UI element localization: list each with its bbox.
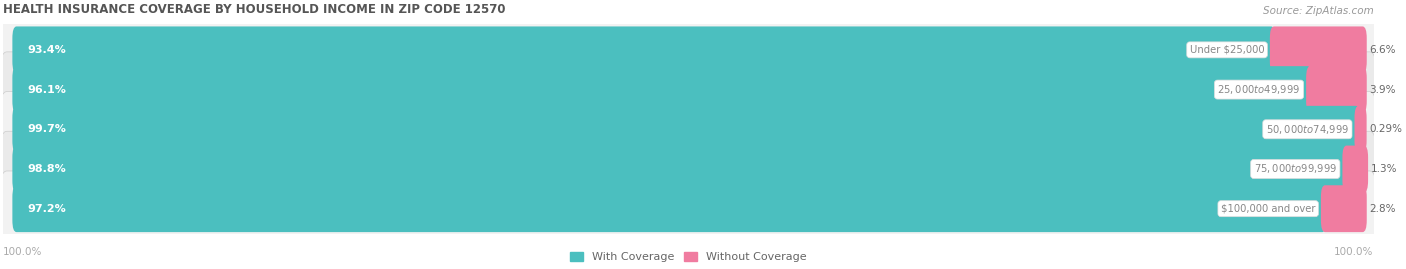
- Text: 0.29%: 0.29%: [1369, 124, 1402, 134]
- FancyBboxPatch shape: [1306, 66, 1367, 113]
- Text: Source: ZipAtlas.com: Source: ZipAtlas.com: [1263, 6, 1374, 16]
- Text: 99.7%: 99.7%: [28, 124, 66, 134]
- FancyBboxPatch shape: [1270, 26, 1367, 73]
- Text: $25,000 to $49,999: $25,000 to $49,999: [1218, 83, 1301, 96]
- Text: 98.8%: 98.8%: [28, 164, 66, 174]
- Text: 6.6%: 6.6%: [1369, 45, 1396, 55]
- Text: HEALTH INSURANCE COVERAGE BY HOUSEHOLD INCOME IN ZIP CODE 12570: HEALTH INSURANCE COVERAGE BY HOUSEHOLD I…: [3, 3, 505, 16]
- Text: Under $25,000: Under $25,000: [1189, 45, 1264, 55]
- FancyBboxPatch shape: [0, 52, 1376, 127]
- Text: 100.0%: 100.0%: [1334, 247, 1374, 257]
- FancyBboxPatch shape: [13, 66, 1312, 113]
- FancyBboxPatch shape: [1343, 146, 1368, 192]
- Text: 3.9%: 3.9%: [1369, 84, 1396, 95]
- Text: $100,000 and over: $100,000 and over: [1220, 204, 1316, 214]
- FancyBboxPatch shape: [0, 131, 1376, 207]
- FancyBboxPatch shape: [13, 146, 1348, 192]
- Text: 97.2%: 97.2%: [28, 204, 66, 214]
- FancyBboxPatch shape: [13, 106, 1360, 153]
- Text: $75,000 to $99,999: $75,000 to $99,999: [1254, 162, 1337, 175]
- Text: $50,000 to $74,999: $50,000 to $74,999: [1265, 123, 1348, 136]
- FancyBboxPatch shape: [0, 12, 1376, 88]
- FancyBboxPatch shape: [0, 91, 1376, 167]
- Legend: With Coverage, Without Coverage: With Coverage, Without Coverage: [565, 247, 811, 267]
- Text: 1.3%: 1.3%: [1371, 164, 1398, 174]
- Text: 93.4%: 93.4%: [28, 45, 66, 55]
- FancyBboxPatch shape: [13, 26, 1275, 73]
- FancyBboxPatch shape: [0, 171, 1376, 246]
- FancyBboxPatch shape: [13, 185, 1326, 232]
- Text: 96.1%: 96.1%: [28, 84, 66, 95]
- Text: 2.8%: 2.8%: [1369, 204, 1396, 214]
- Text: 100.0%: 100.0%: [3, 247, 42, 257]
- FancyBboxPatch shape: [1320, 185, 1367, 232]
- FancyBboxPatch shape: [1354, 106, 1367, 153]
